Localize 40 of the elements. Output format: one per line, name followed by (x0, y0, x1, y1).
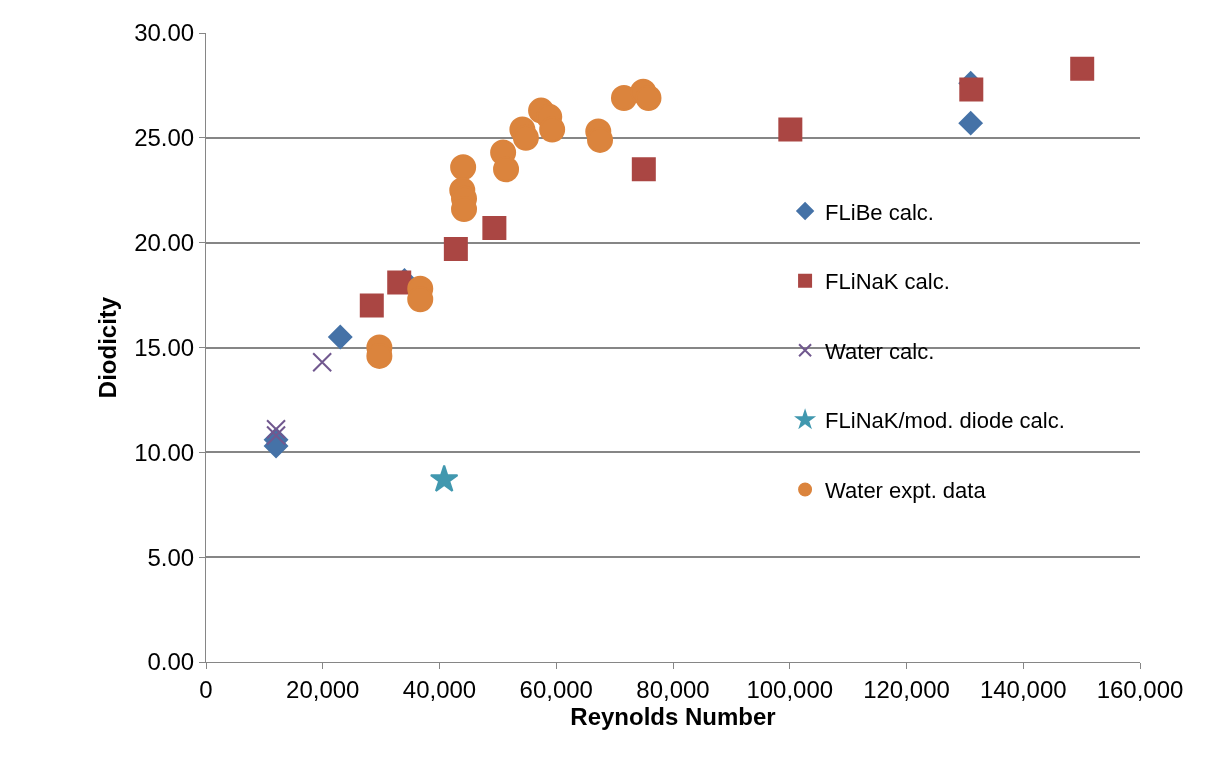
x-tick-label: 80,000 (636, 675, 710, 703)
y-tick-label: 25.00 (134, 124, 195, 152)
x-tick-label: 160,000 (1096, 675, 1184, 703)
point (482, 215, 507, 240)
x-tick-label: 40,000 (402, 675, 477, 703)
x-tick-label: 100,000 (746, 675, 834, 703)
point (450, 154, 477, 181)
legend-label: FLiBe calc. (825, 199, 934, 225)
y-tick-label: 15.00 (134, 333, 195, 361)
point (312, 352, 333, 373)
point (958, 111, 983, 136)
x-tick-label: 60,000 (519, 675, 593, 703)
point (266, 425, 287, 446)
point (359, 293, 384, 318)
y-tick-label: 0.00 (147, 648, 195, 676)
y-tick-label: 20.00 (134, 229, 195, 257)
point (778, 117, 803, 142)
point (959, 77, 984, 102)
y-tick-label: 10.00 (134, 438, 195, 466)
x-axis-title: Reynolds Number (570, 702, 776, 730)
legend-label: FLiNaK calc. (825, 269, 950, 295)
x-tick-label: 20,000 (286, 675, 360, 703)
legend-label: Water expt. data (825, 478, 987, 504)
point (1070, 56, 1095, 81)
y-tick-label: 5.00 (147, 543, 195, 571)
x-tick-label: 0 (199, 675, 213, 703)
x-tick-label: 120,000 (863, 675, 950, 703)
point (328, 324, 353, 350)
y-tick-label: 30.00 (134, 19, 195, 47)
point (429, 464, 459, 492)
point (266, 419, 287, 440)
point (443, 236, 468, 261)
point (387, 270, 412, 295)
point (631, 157, 656, 182)
x-tick-label: 140,000 (979, 675, 1067, 703)
y-axis-title: Diodicity (94, 296, 122, 399)
point (635, 85, 662, 111)
legend-label: FLiNaK/mod. diode calc. (825, 408, 1065, 434)
point (493, 156, 520, 183)
legend-label: Water calc. (825, 338, 935, 364)
